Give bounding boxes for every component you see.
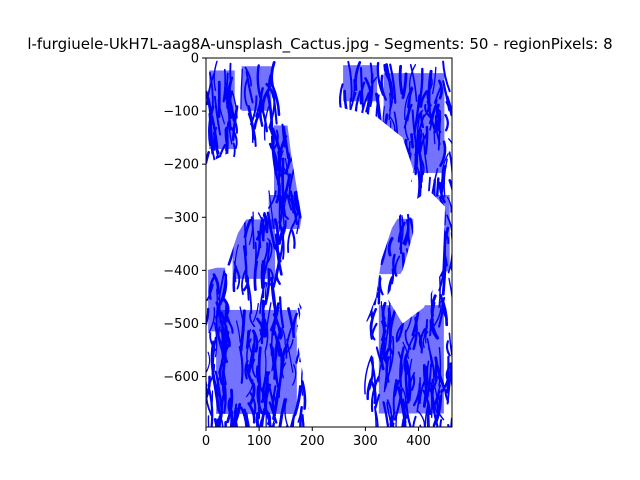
stroke-segment: [444, 388, 450, 403]
stroke-segment: [374, 393, 381, 410]
stroke-segment: [389, 424, 392, 427]
stroke-segment: [285, 425, 289, 427]
stroke-fill: [343, 65, 378, 102]
stroke-segment: [249, 107, 254, 143]
x-tick-label: 0: [202, 434, 210, 449]
region-right-arm-gap: [386, 190, 446, 324]
stroke-segment: [233, 119, 238, 134]
stroke-segment: [392, 422, 395, 427]
stroke-fill: [378, 305, 444, 414]
stroke-segment: [370, 375, 380, 413]
region-cactus-body: [285, 100, 414, 427]
y-tick-label: −600: [163, 370, 199, 385]
stroke-segment: [448, 151, 452, 182]
stroke-segment: [439, 293, 449, 327]
stroke-segment: [334, 424, 338, 427]
stroke-segment: [369, 319, 376, 341]
stroke-segment: [443, 158, 448, 198]
stroke-segment: [338, 83, 344, 110]
stroke-segment: [218, 410, 224, 427]
x-tick-label: 400: [406, 434, 431, 449]
region-left-arm-gap: [206, 153, 254, 271]
stroke-segment: [412, 415, 417, 427]
stroke-segment: [448, 277, 452, 302]
stroke-segment: [374, 409, 379, 427]
chart-title: l-furgiuele-UkH7L-aag8A-unsplash_Cactus.…: [27, 35, 612, 54]
stroke-segment: [445, 340, 451, 357]
stroke-segment: [261, 221, 269, 242]
y-tick-label: −500: [163, 317, 199, 332]
stroke-segment: [210, 390, 214, 412]
stroke-segment: [435, 177, 440, 197]
stroke-block: [206, 296, 312, 427]
y-tick-label: −100: [163, 105, 199, 120]
stroke-segment: [271, 83, 281, 116]
x-tick-label: 300: [353, 434, 378, 449]
stroke-segment: [448, 332, 452, 361]
stroke-block: [240, 60, 281, 148]
stroke-block: [364, 290, 452, 427]
stroke-fill: [209, 70, 235, 150]
stroke-segment: [290, 229, 296, 249]
stroke-fill: [216, 309, 297, 414]
stroke-segment: [368, 356, 375, 391]
stroke-segment: [206, 151, 211, 168]
plot-area: [206, 58, 452, 427]
stroke-fill: [241, 66, 272, 111]
stroke-segment: [214, 423, 217, 427]
x-tick-label: 200: [300, 434, 325, 449]
stroke-segment: [215, 418, 220, 427]
stroke-segment: [206, 351, 211, 373]
stroke-segment: [448, 138, 452, 145]
stroke-segment: [210, 340, 215, 372]
axes-frame: [205, 57, 453, 428]
stroke-segment: [268, 95, 276, 129]
stroke-segment: [207, 363, 216, 387]
stroke-segment: [448, 179, 452, 193]
stroke-segment: [377, 275, 381, 305]
x-tick-label: 100: [247, 434, 272, 449]
stroke-segment: [300, 380, 307, 410]
stroke-segment: [444, 113, 449, 132]
stroke-segment: [401, 417, 406, 427]
stroke-segment: [446, 95, 452, 120]
axes: 0 100 200 300 400 0 −100 −200 −300 −400 −500 −600: [163, 52, 453, 449]
stroke-segment: [221, 420, 224, 427]
stroke-segment: [369, 357, 377, 395]
stroke-segment: [255, 412, 260, 427]
stroke-segment: [439, 419, 443, 427]
stroke-segment: [370, 322, 378, 340]
y-tick-label: −300: [163, 211, 199, 226]
stroke-segment: [207, 415, 210, 427]
stroke-segment: [224, 421, 227, 427]
stroke-segment: [447, 424, 450, 427]
region-bottom-center-gap: [312, 355, 371, 427]
stroke-segment: [301, 418, 305, 427]
y-tick-label: −400: [163, 264, 199, 279]
y-tick-label: −200: [163, 158, 199, 173]
stroke-segment: [272, 422, 275, 427]
stroke-segment: [442, 60, 451, 93]
stroke-segment: [299, 406, 303, 427]
y-tick-label: 0: [191, 52, 199, 67]
stroke-segment: [209, 332, 217, 352]
stroke-fill: [268, 194, 303, 229]
stroke-segment: [275, 268, 281, 285]
